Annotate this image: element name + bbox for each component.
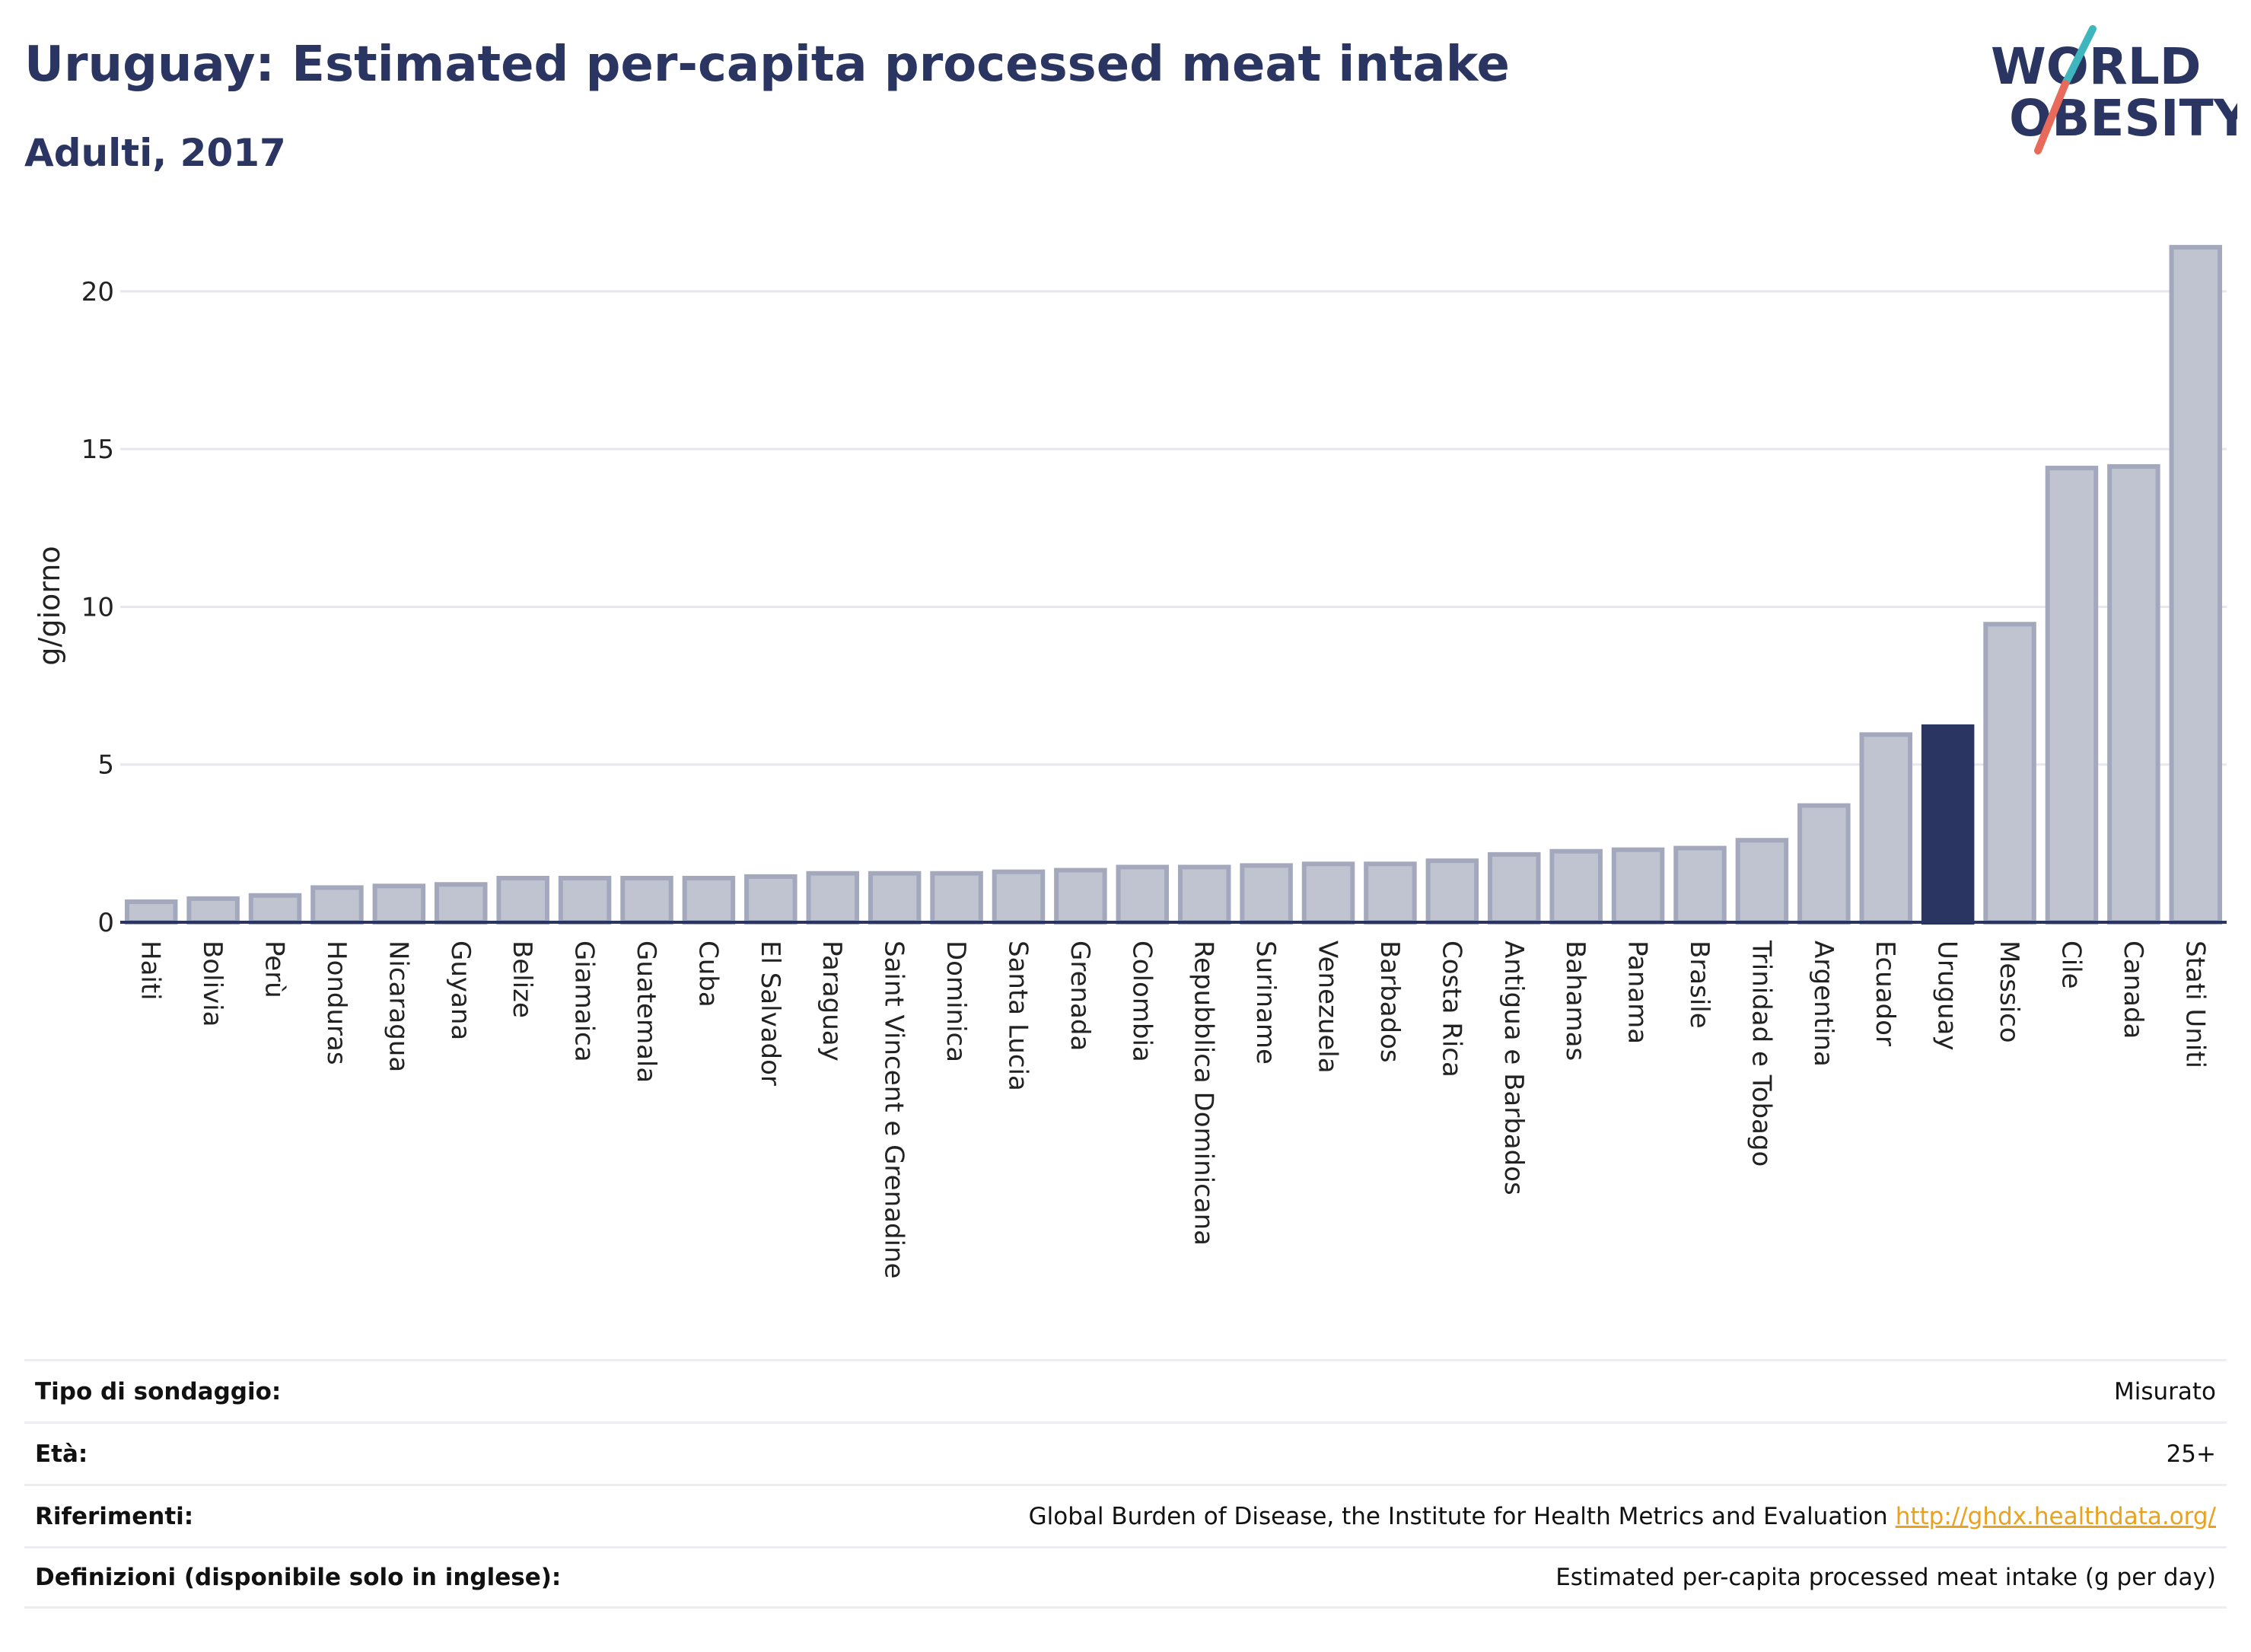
bar-honduras[interactable] <box>310 885 364 925</box>
x-tick-label: Panama <box>1622 941 1653 1044</box>
x-tick-label: Bahamas <box>1560 941 1590 1061</box>
info-value: Global Burden of Disease, the Institute … <box>1029 1503 2216 1530</box>
x-tick-label: Argentina <box>1808 941 1839 1067</box>
page-subtitle: Adulti, 2017 <box>24 131 286 175</box>
x-tick-label: Bolivia <box>197 941 228 1027</box>
info-value: Misurato <box>2113 1377 2216 1405</box>
bar-venezuela[interactable] <box>1301 861 1355 925</box>
bar-cile[interactable] <box>2045 466 2099 925</box>
y-tick-label: 15 <box>81 434 114 465</box>
x-tick-label: Ecuador <box>1870 941 1900 1046</box>
x-tick-label: Cile <box>2055 941 2086 989</box>
bar-dominica[interactable] <box>930 871 983 925</box>
x-tick-label: Cuba <box>692 941 723 1007</box>
x-tick-label: Colombia <box>1126 941 1157 1062</box>
y-tick-label: 5 <box>97 750 114 781</box>
info-key: Riferimenti: <box>35 1502 194 1530</box>
x-tick-label: Saint Vincent e Grenadine <box>879 941 909 1278</box>
y-tick-label: 0 <box>97 908 114 938</box>
y-axis-label: g/giorno <box>33 546 66 665</box>
info-row-references: Riferimenti: Global Burden of Disease, t… <box>24 1484 2227 1546</box>
x-tick-label: Belize <box>507 941 537 1018</box>
info-key: Definizioni (disponibile solo in inglese… <box>35 1564 562 1591</box>
bar-stati-uniti[interactable] <box>2169 244 2223 925</box>
bar-cuba[interactable] <box>682 875 736 925</box>
bar-argentina[interactable] <box>1797 803 1851 925</box>
bar-belize[interactable] <box>496 875 549 925</box>
y-tick-label: 10 <box>81 592 114 622</box>
bar-paraguay[interactable] <box>806 871 859 925</box>
bar-trinidad-e-tobago[interactable] <box>1735 838 1789 925</box>
bar-guyana[interactable] <box>435 882 488 925</box>
x-tick-label: Dominica <box>941 941 971 1062</box>
page-title: Uruguay: Estimated per-capita processed … <box>24 37 1510 93</box>
bar-grenada[interactable] <box>1054 867 1107 925</box>
bar-panama[interactable] <box>1611 847 1665 925</box>
x-tick-label: Guatemala <box>631 941 661 1083</box>
bar-uruguay[interactable] <box>1921 724 1975 925</box>
x-tick-label: Repubblica Dominicana <box>1189 941 1219 1246</box>
bar-colombia[interactable] <box>1116 864 1170 925</box>
info-value: Estimated per-capita processed meat inta… <box>1555 1564 2216 1591</box>
info-key: Età: <box>35 1440 88 1468</box>
x-tick-label: Antigua e Barbados <box>1498 941 1529 1195</box>
x-tick-label: Nicaragua <box>383 941 413 1072</box>
info-key: Tipo di sondaggio: <box>35 1377 282 1405</box>
bar-guatemala[interactable] <box>620 875 673 925</box>
x-tick-label: Trinidad e Tobago <box>1746 940 1776 1167</box>
x-tick-label: Honduras <box>321 941 352 1065</box>
bar-santa-lucia[interactable] <box>992 869 1046 925</box>
x-tick-label: Perù <box>259 941 290 998</box>
world-obesity-logo: WORLD OBESITY <box>1979 23 2251 160</box>
x-tick-label: Barbados <box>1374 941 1405 1063</box>
bar-messico[interactable] <box>1983 622 2036 925</box>
x-tick-label: Suriname <box>1250 941 1281 1065</box>
bar-per-[interactable] <box>248 893 302 925</box>
info-row-survey-type: Tipo di sondaggio: Misurato <box>24 1359 2227 1421</box>
x-tick-label: Guyana <box>445 941 476 1040</box>
info-value: 25+ <box>2166 1440 2216 1468</box>
bar-suriname[interactable] <box>1240 863 1293 925</box>
bar-costa-rica[interactable] <box>1425 858 1479 925</box>
x-tick-label: Uruguay <box>1932 941 1963 1051</box>
x-tick-label: Grenada <box>1065 941 1095 1051</box>
bar-barbados[interactable] <box>1364 861 1417 925</box>
bar-repubblica-dominicana[interactable] <box>1177 864 1231 925</box>
x-tick-label: Costa Rica <box>1436 941 1466 1077</box>
x-tick-label: El Salvador <box>755 941 785 1086</box>
bar-haiti[interactable] <box>124 899 178 925</box>
x-tick-label: Haiti <box>135 941 166 1001</box>
bar-bolivia[interactable] <box>186 896 240 925</box>
x-tick-label: Canada <box>2118 941 2148 1039</box>
reference-text: Global Burden of Disease, the Institute … <box>1028 1502 1888 1530</box>
x-tick-label: Venezuela <box>1313 941 1343 1074</box>
y-tick-label: 20 <box>81 277 114 307</box>
reference-link[interactable]: http://ghdx.healthdata.org/ <box>1895 1502 2216 1530</box>
x-tick-label: Santa Lucia <box>1002 941 1033 1091</box>
bar-giamaica[interactable] <box>558 875 612 925</box>
info-row-definitions: Definizioni (disponibile solo in inglese… <box>24 1546 2227 1609</box>
bar-antigua-e-barbados[interactable] <box>1488 851 1541 925</box>
x-tick-label: Messico <box>1994 941 2024 1043</box>
x-tick-label: Paraguay <box>817 941 847 1062</box>
bar-bahamas[interactable] <box>1549 848 1603 925</box>
x-tick-label: Giamaica <box>569 941 600 1062</box>
x-tick-label: Stati Uniti <box>2179 941 2210 1068</box>
bar-chart: 0 5 10 15 20 g/giorno Haiti Bolivia Perù Honduras… <box>33 244 2227 1278</box>
logo-line1: WORLD <box>1991 37 2202 96</box>
bar-ecuador[interactable] <box>1859 732 1912 925</box>
info-table: Tipo di sondaggio: Misurato Età: 25+ Rif… <box>24 1359 2227 1609</box>
info-row-age: Età: 25+ <box>24 1421 2227 1484</box>
bar-brasile[interactable] <box>1673 845 1727 925</box>
bar-saint-vincent-e-grenadine[interactable] <box>868 871 922 925</box>
bar-nicaragua[interactable] <box>372 883 426 925</box>
x-tick-label: Brasile <box>1684 941 1715 1029</box>
bar-canada[interactable] <box>2107 463 2160 925</box>
bar-el-salvador[interactable] <box>744 874 798 925</box>
